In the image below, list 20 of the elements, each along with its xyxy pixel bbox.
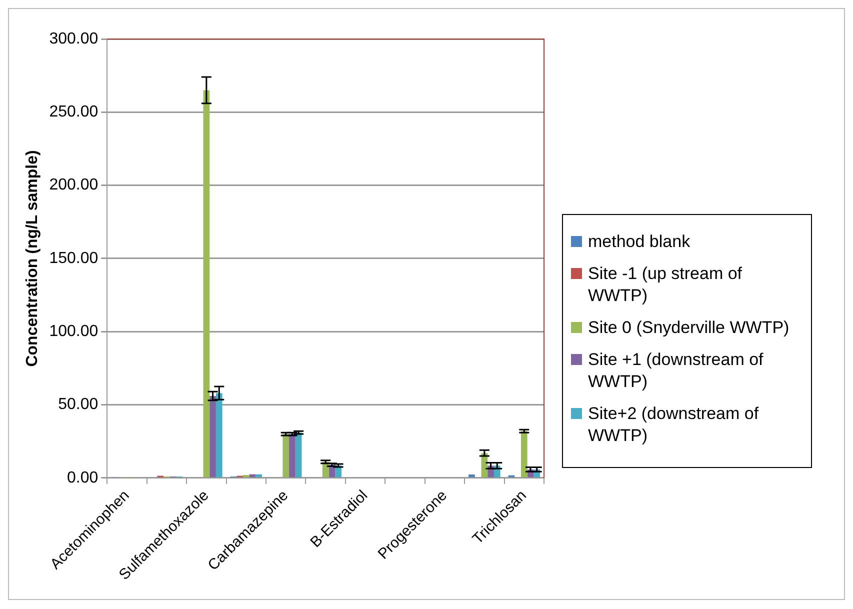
- legend-label: method blank: [588, 231, 690, 253]
- y-axis-title: Concentration (ng/L sample): [24, 150, 42, 367]
- bar: [210, 396, 216, 478]
- bar: [520, 431, 528, 478]
- legend-label: Site +1 (downstream of WWTP): [588, 349, 764, 393]
- y-tick-label: 0.00: [66, 469, 98, 486]
- legend-label: Site -1 (up stream of WWTP): [588, 263, 744, 307]
- bar: [203, 90, 210, 478]
- bar: [289, 434, 296, 478]
- bar: [468, 474, 475, 478]
- y-tick-label: 100.00: [49, 323, 98, 340]
- legend-label: Site 0 (Snyderville WWTP): [588, 317, 790, 339]
- legend-label: Site+2 (downstream of WWTP): [588, 403, 760, 447]
- bar: [282, 434, 290, 478]
- y-tick-label: 200.00: [49, 176, 98, 194]
- y-tick-label: 250.00: [49, 104, 98, 121]
- bar: [216, 393, 222, 478]
- y-tick-label: 300.00: [49, 30, 98, 48]
- y-tick-label: 150.00: [49, 250, 98, 267]
- y-tick-label: 50.00: [58, 396, 98, 414]
